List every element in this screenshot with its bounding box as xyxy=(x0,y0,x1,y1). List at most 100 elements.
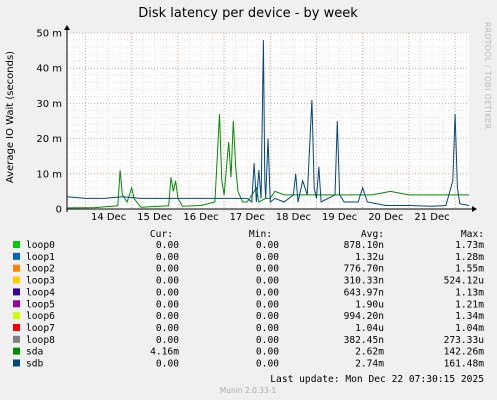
legend-cur: 0.00 xyxy=(156,240,179,251)
legend-max: 1.13m xyxy=(455,287,484,298)
y-tick-label: 0 xyxy=(56,205,62,216)
legend-min: 0.00 xyxy=(256,287,279,298)
legend-header-max: Max: xyxy=(461,229,484,240)
legend-avg: 382.45n xyxy=(344,335,384,346)
legend-swatch xyxy=(13,347,20,355)
legend-row: sda 4.16m 0.00 2.62m 142.26m xyxy=(13,347,484,358)
legend-avg: 1.04u xyxy=(355,323,384,334)
legend-name: loop7 xyxy=(26,323,55,334)
legend-avg: 994.20n xyxy=(344,311,384,322)
legend-max: 1.73m xyxy=(455,240,484,251)
legend-min: 0.00 xyxy=(256,359,279,370)
y-tick-label: 30 m xyxy=(36,99,62,110)
legend-header-avg: Avg: xyxy=(361,229,384,240)
munin-version: Munin 2.0.33-1 xyxy=(220,386,277,395)
legend-name: loop0 xyxy=(26,240,55,251)
grid-lines xyxy=(67,32,469,209)
legend-row: sdb 0.00 0.00 2.74m 161.48m xyxy=(13,359,484,370)
chart-title: Disk latency per device - by week xyxy=(138,6,358,21)
legend-cur: 0.00 xyxy=(156,252,179,263)
series-sdb xyxy=(66,39,470,207)
legend-cur: 0.00 xyxy=(156,264,179,275)
legend-cur: 0.00 xyxy=(156,276,179,287)
legend-min: 0.00 xyxy=(256,264,279,275)
x-tick-label: 21 Dec xyxy=(414,212,449,223)
legend-row: loop0 0.00 0.00 878.10n 1.73m xyxy=(13,240,484,251)
legend-max: 1.34m xyxy=(455,311,484,322)
legend-row: loop1 0.00 0.00 1.32u 1.28m xyxy=(13,252,484,263)
legend-avg: 878.10n xyxy=(344,240,384,251)
legend-cur: 4.16m xyxy=(150,347,179,358)
legend-row: loop5 0.00 0.00 1.90u 1.21m xyxy=(13,299,484,310)
legend-cur: 0.00 xyxy=(156,335,179,346)
y-axis-arrow xyxy=(64,25,70,30)
legend-cur: 0.00 xyxy=(156,299,179,310)
legend-swatch xyxy=(13,323,20,331)
legend-name: loop8 xyxy=(26,335,55,346)
legend-min: 0.00 xyxy=(256,276,279,287)
x-tick-label: 15 Dec xyxy=(137,212,172,223)
legend-avg: 2.74m xyxy=(355,359,384,370)
legend-swatch xyxy=(13,312,20,320)
legend-max: 161.48m xyxy=(444,359,485,370)
legend-name: sdb xyxy=(26,359,44,370)
legend-name: loop3 xyxy=(26,276,55,287)
x-tick-label: 14 Dec xyxy=(91,212,126,223)
legend-cur: 0.00 xyxy=(156,359,179,370)
x-tick-labels: 14 Dec 15 Dec 16 Dec 17 Dec 18 Dec 19 Dec 20 D… xyxy=(91,212,450,223)
legend-cur: 0.00 xyxy=(156,311,179,322)
legend-swatch xyxy=(13,300,20,308)
x-tick-label: 20 Dec xyxy=(368,212,403,223)
legend-row: loop4 0.00 0.00 643.97n 1.13m xyxy=(13,287,484,298)
legend-max: 1.55m xyxy=(455,264,484,275)
y-tick-label: 20 m xyxy=(36,134,62,145)
legend-min: 0.00 xyxy=(256,323,279,334)
legend-avg: 2.62m xyxy=(355,347,384,358)
legend-swatch xyxy=(13,241,20,248)
x-tick-label: 17 Dec xyxy=(230,212,265,223)
legend-max: 142.26m xyxy=(444,347,485,358)
legend-row: loop2 0.00 0.00 776.70n 1.55m xyxy=(13,264,484,275)
x-tick-label: 16 Dec xyxy=(183,212,218,223)
legend-avg: 1.32u xyxy=(355,252,384,263)
legend-min: 0.00 xyxy=(256,240,279,251)
legend-swatch xyxy=(13,252,20,260)
legend: Cur: Min: Avg: Max: loop0 0.00 0.00 878.10n… xyxy=(13,229,484,385)
legend-max: 1.04m xyxy=(455,323,484,334)
legend-row: loop7 0.00 0.00 1.04u 1.04m xyxy=(13,323,484,334)
legend-max: 273.33u xyxy=(444,335,484,346)
legend-name: loop6 xyxy=(26,311,55,322)
y-tick-label: 40 m xyxy=(36,64,62,75)
plot-area xyxy=(67,33,469,209)
legend-name: loop4 xyxy=(26,287,55,298)
legend-swatch xyxy=(13,335,20,343)
legend-max: 1.28m xyxy=(455,252,484,263)
legend-swatch xyxy=(13,264,20,272)
legend-swatch xyxy=(13,276,20,284)
legend-name: sda xyxy=(26,347,43,358)
legend-name: loop5 xyxy=(26,299,55,310)
legend-min: 0.00 xyxy=(256,335,279,346)
series-lines xyxy=(66,39,470,209)
series-sda xyxy=(66,113,469,209)
legend-min: 0.00 xyxy=(256,252,279,263)
legend-header-cur: Cur: xyxy=(150,229,173,240)
y-tick-label: 50 m xyxy=(36,29,62,40)
legend-max: 1.21m xyxy=(455,299,484,310)
x-axis-arrow xyxy=(472,206,477,212)
legend-row: loop8 0.00 0.00 382.45n 273.33u xyxy=(13,335,484,346)
y-tick-label: 10 m xyxy=(36,169,62,180)
y-axis-label: Average IO Wait (seconds) xyxy=(5,51,16,183)
legend-avg: 1.90u xyxy=(355,299,384,310)
legend-swatch xyxy=(13,288,20,296)
legend-avg: 310.33n xyxy=(344,276,384,287)
legend-cur: 0.00 xyxy=(156,323,179,334)
legend-swatch xyxy=(13,359,20,367)
legend-row: loop6 0.00 0.00 994.20n 1.34m xyxy=(13,311,484,322)
legend-avg: 643.97n xyxy=(344,287,384,298)
legend-min: 0.00 xyxy=(256,347,279,358)
x-tick-label: 19 Dec xyxy=(322,212,357,223)
legend-name: loop2 xyxy=(26,264,55,275)
